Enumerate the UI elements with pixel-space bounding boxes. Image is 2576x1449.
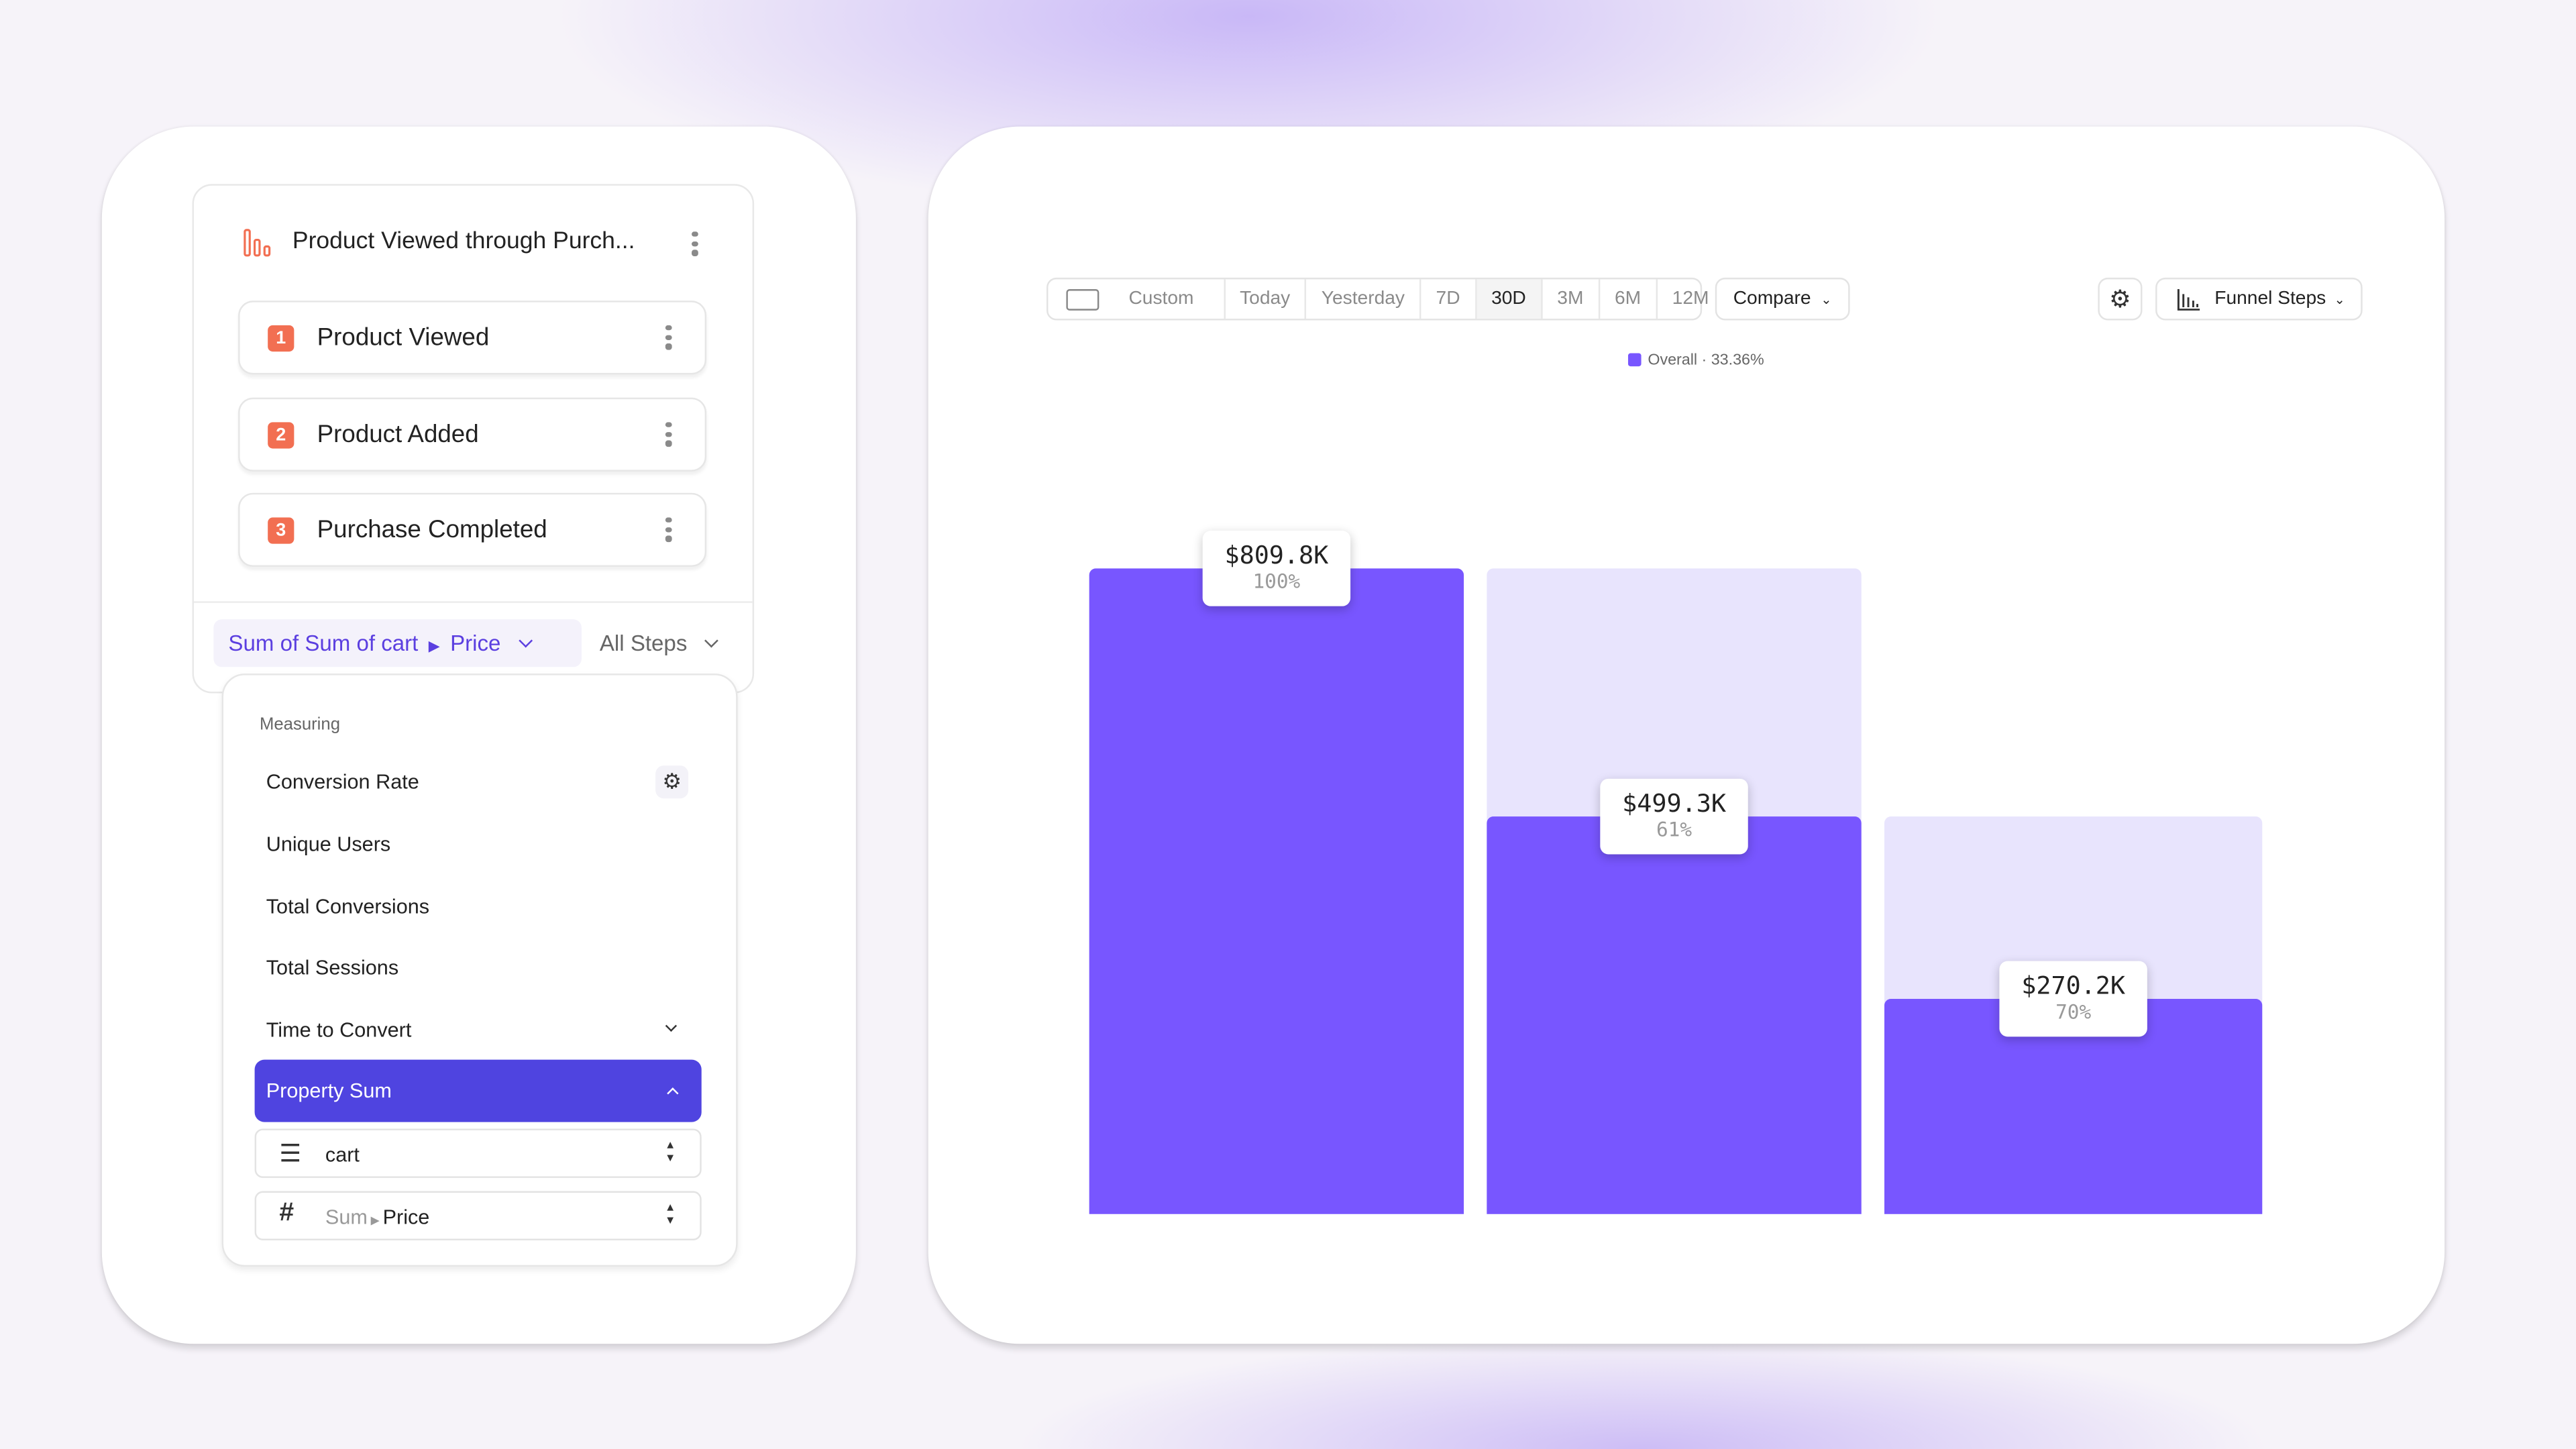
chart-legend[interactable]: Overall · 33.36% [1627,352,1764,370]
bar-value: $270.2K [2021,971,2126,1001]
date-range-yesterday[interactable]: Yesterday [1307,279,1421,319]
bar-value-label: $270.2K 70% [1999,961,2147,1036]
step-more-icon[interactable] [665,325,672,350]
measure-selector[interactable]: Sum of Sum of cart ▶ Price [213,619,582,667]
calendar-icon [1066,288,1099,310]
date-range-3m[interactable]: 3M [1542,279,1600,319]
date-range-7d[interactable]: 7D [1421,279,1477,319]
bar-percent: 61% [1656,817,1693,841]
step-label: Product Added [317,420,479,449]
compare-label: Compare [1733,289,1811,309]
compare-button[interactable]: Compare ⌄ [1715,277,1850,321]
sort-icon: ▴ ▾ [667,1136,674,1165]
menu-item-total-sessions[interactable]: Total Sessions [266,956,399,979]
menu-item-property-sum[interactable]: Property Sum [254,1059,702,1122]
gear-icon[interactable]: ⚙ [655,765,689,799]
number-icon: # [279,1199,294,1228]
funnel-title[interactable]: Product Viewed through Purch... [292,228,635,255]
aggregation-path: Sum ▶ Price [325,1206,429,1229]
step-more-icon[interactable] [665,517,672,542]
bar-percent: 100% [1252,570,1301,594]
steps-filter-label: All Steps [599,631,688,656]
funnel-step[interactable]: 1 Product Viewed [238,301,707,375]
bar-conversion[interactable] [1487,816,1862,1214]
aggregation-property: Price [382,1205,430,1229]
property-field-select[interactable]: ☰ cart ▴ ▾ [254,1128,702,1178]
gear-icon: ⚙ [2108,286,2131,314]
bar-value: $809.8K [1224,540,1329,570]
chevron-up-icon [667,1087,679,1099]
step-label: Purchase Completed [317,515,547,544]
legend-series-name: Overall [1648,352,1698,370]
caret-right-icon: ▶ [367,1216,383,1228]
chart-type-button[interactable]: Funnel Steps ⌄ [2155,277,2363,321]
bar-percent: 70% [2055,1000,2092,1024]
funnel-more-icon[interactable] [692,231,698,256]
funnel-chart-icon [244,229,271,257]
list-icon: ☰ [279,1140,302,1169]
menu-item-time-to-convert[interactable]: Time to Convert [266,1018,412,1042]
step-number-badge: 1 [268,325,294,352]
step-number-badge: 3 [268,517,294,544]
menu-item-label: Property Sum [266,1079,392,1103]
divider [193,601,753,603]
chart-type-label: Funnel Steps [2214,289,2326,309]
step-label: Product Viewed [317,323,490,352]
caret-right-icon: ▶ [424,637,444,654]
date-range-6m[interactable]: 6M [1600,279,1658,319]
chart-settings-button[interactable]: ⚙ [2098,277,2143,321]
step-number-badge: 2 [268,422,294,449]
menu-item-conversion-rate[interactable]: Conversion Rate [266,770,419,794]
date-range-30d[interactable]: 30D [1477,279,1543,319]
menu-item-total-conversions[interactable]: Total Conversions [266,895,430,918]
step-more-icon[interactable] [665,422,672,447]
legend-series-value: 33.36% [1711,352,1764,370]
funnel-step[interactable]: 3 Purchase Completed [238,492,707,567]
menu-item-unique-users[interactable]: Unique Users [266,833,391,856]
bar-value: $499.3K [1622,788,1726,818]
date-range-12m[interactable]: 12M [1672,289,1709,309]
sort-icon: ▴ ▾ [667,1199,674,1228]
bar-value-label: $809.8K 100% [1202,531,1351,606]
dropdown-section-label: Measuring [259,714,341,735]
chevron-down-icon [704,633,718,648]
aggregation-select[interactable]: # Sum ▶ Price ▴ ▾ [254,1191,702,1240]
funnel-step[interactable]: 2 Product Added [238,397,707,472]
steps-filter[interactable]: All Steps [599,631,718,656]
date-range-custom[interactable]: Custom [1048,279,1226,319]
chevron-down-icon [518,633,532,648]
measure-label: Sum of Sum of cart [228,631,419,656]
bar-conversion[interactable] [1089,568,1464,1214]
bar-value-label: $499.3K 61% [1600,778,1748,854]
chevron-down-icon: ⌄ [1821,291,1832,307]
date-range-today[interactable]: Today [1225,279,1307,319]
date-range-selector: Custom Today Yesterday 7D 30D 3M 6M 12M [1046,277,1709,321]
aggregation-prefix: Sum [325,1205,368,1229]
chevron-down-icon: ⌄ [2334,291,2345,307]
date-range-label: Custom [1128,289,1194,309]
measure-property: Price [450,631,501,656]
legend-swatch [1627,353,1642,367]
property-field-value: cart [325,1143,360,1167]
bar-chart-icon [2177,288,2200,310]
